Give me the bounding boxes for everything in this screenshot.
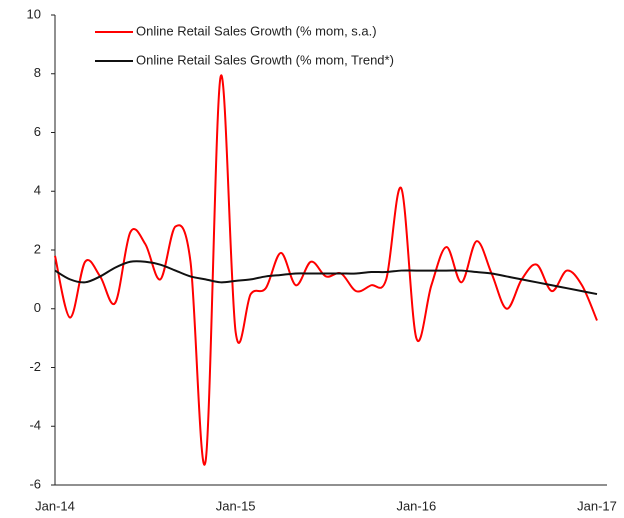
y-tick-label: -6 [29,476,41,491]
x-tick-label: Jan-15 [216,498,256,513]
y-tick-label: 6 [34,124,41,139]
x-tick-label: Jan-16 [396,498,436,513]
y-tick-label: 2 [34,241,41,256]
legend-label: Online Retail Sales Growth (% mom, s.a.) [136,23,377,38]
series-line [54,74,598,466]
y-tick-label: 4 [34,183,41,198]
x-tick-label: Jan-17 [577,498,617,513]
y-tick-label: -2 [29,359,41,374]
y-tick-label: 10 [27,6,41,21]
y-tick-label: -4 [29,418,41,433]
y-tick-label: 0 [34,300,41,315]
y-tick-label: 8 [34,65,41,80]
series-line [54,260,598,296]
x-tick-label: Jan-14 [35,498,75,513]
legend-label: Online Retail Sales Growth (% mom, Trend… [136,52,394,67]
